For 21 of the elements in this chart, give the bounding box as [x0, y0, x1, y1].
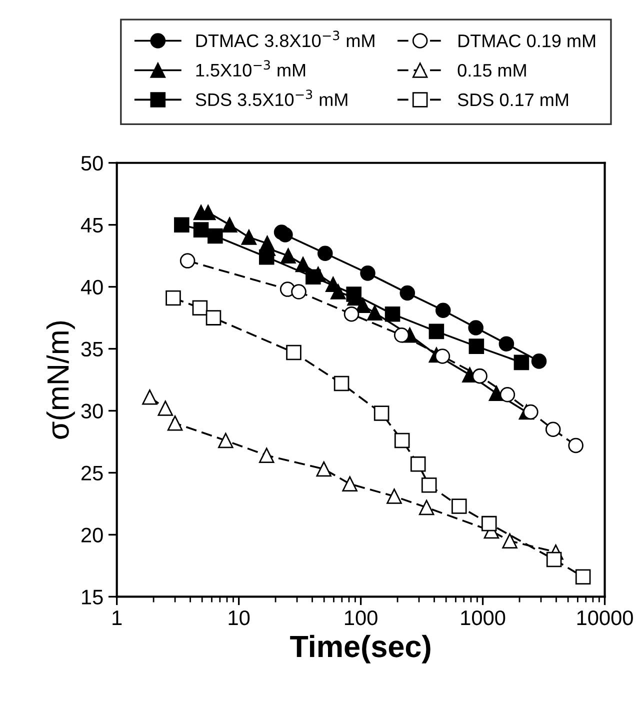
legend-label: DTMAC 0.19 mM	[458, 34, 596, 48]
x-tick-label: 1	[112, 610, 122, 625]
x-tick-label: 10000	[577, 610, 633, 626]
y-tick-label: 35	[81, 342, 103, 357]
legend-label: 0.15 mM	[458, 64, 526, 77]
x-axis-title: Time(sec)	[290, 634, 430, 664]
y-tick-label: 25	[82, 466, 103, 480]
legend-label: SDS 0.17 mM	[458, 93, 568, 106]
y-tick-label: 15	[82, 590, 103, 604]
y-tick-label: 50	[81, 156, 103, 171]
y-tick-label: 40	[80, 280, 103, 295]
legend-label: 1.5X10$^{−3}$ mM	[196, 60, 306, 77]
legend-label: DTMAC 3.8X10$^{−3}$ mM	[196, 30, 374, 48]
legend-label: SDS 3.5X10$^{−3}$ mM	[196, 90, 348, 106]
x-tick-label: 10	[228, 610, 250, 626]
x-tick-label: 100	[345, 610, 378, 626]
y-tick-label: 45	[80, 218, 103, 233]
y-tick-label: 30	[81, 404, 103, 419]
x-tick-label: 1000	[461, 610, 506, 626]
y-tick-label: 20	[82, 528, 103, 542]
y-axis-title: σ(mN/m)	[46, 321, 75, 439]
